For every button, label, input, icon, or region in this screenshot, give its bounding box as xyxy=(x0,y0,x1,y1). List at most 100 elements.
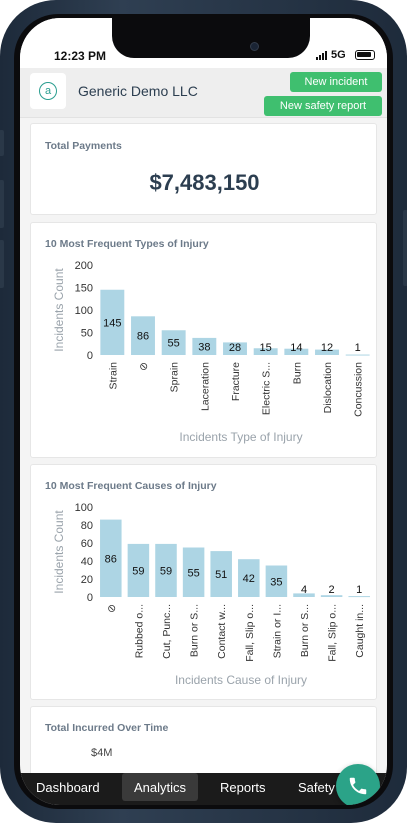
y-tick-label: 100 xyxy=(75,305,93,317)
y-tick-label: 100 xyxy=(75,502,93,514)
x-tick-label: ⊘ xyxy=(138,362,150,371)
bar-value-label: 55 xyxy=(168,338,180,350)
x-tick-label: Fall, Slip o... xyxy=(327,604,339,662)
bar[interactable] xyxy=(192,337,217,355)
bar[interactable] xyxy=(253,348,278,355)
bar[interactable] xyxy=(131,316,155,355)
bar-value-label: 15 xyxy=(260,342,272,354)
bar[interactable] xyxy=(155,543,177,597)
x-tick-label: Strain or I... xyxy=(271,604,283,658)
bar-value-label: 28 xyxy=(229,342,241,354)
notch xyxy=(112,18,310,58)
x-tick-label: Electric S... xyxy=(261,362,273,415)
bar-value-label: 12 xyxy=(321,342,333,354)
injury-causes-chart: 0 20 40 60 80 100 Incidents Count 86 ⊘ 59 Rubbed o… xyxy=(52,502,370,687)
bar-value-label: 59 xyxy=(160,565,172,577)
bar[interactable] xyxy=(238,559,260,597)
bar[interactable] xyxy=(284,348,309,355)
bar-value-label: 145 xyxy=(103,317,121,329)
y-tick-label: 40 xyxy=(81,556,93,568)
bar-value-label: 4 xyxy=(301,584,307,596)
battery-icon xyxy=(355,50,375,60)
bar-value-label: 51 xyxy=(215,569,227,581)
y-tick-label: $4M xyxy=(91,747,113,759)
x-tick-label: Dislocation xyxy=(322,362,334,414)
y-tick-label: 150 xyxy=(75,283,93,295)
y-tick-label: 200 xyxy=(75,260,93,272)
chart-title: 10 Most Frequent Types of Injury xyxy=(45,238,209,250)
x-tick-label: Cut, Punc... xyxy=(161,604,173,659)
y-tick-label: 60 xyxy=(81,538,93,550)
x-axis-title: Incidents Cause of Injury xyxy=(175,673,307,687)
x-tick-label: Concussion xyxy=(353,362,365,417)
bar-value-label: 2 xyxy=(329,584,335,596)
bar[interactable] xyxy=(315,349,339,355)
total-payments-card: Total Payments $7,483,150 xyxy=(30,123,377,215)
injury-types-card: 10 Most Frequent Types of Injury 0 50 100 1… xyxy=(30,222,377,458)
status-time: 12:23 PM xyxy=(54,49,107,63)
bar-value-label: 42 xyxy=(243,573,255,585)
new-incident-button[interactable]: New incident xyxy=(290,72,382,92)
nav-analytics[interactable]: Analytics xyxy=(122,773,199,801)
bar-value-label: 14 xyxy=(290,342,302,354)
y-tick-label: 20 xyxy=(81,574,93,586)
x-tick-label: Fall, Slip o... xyxy=(244,604,256,662)
bar[interactable] xyxy=(223,342,247,355)
company-name: Generic Demo LLC xyxy=(78,83,198,99)
total-incurred-card: Total Incurred Over Time $4M xyxy=(30,706,377,773)
bar[interactable] xyxy=(100,289,125,355)
y-tick-label: 50 xyxy=(81,328,93,340)
network-label: 5G xyxy=(331,49,346,61)
injury-causes-card: 10 Most Frequent Causes of Injury 0 20 40 6… xyxy=(30,464,377,700)
analytics-content[interactable]: Total Payments $7,483,150 10 Most Freque… xyxy=(20,118,387,773)
status-bar: 12:23 PM 5G xyxy=(20,18,387,68)
x-axis-title: Incidents Type of Injury xyxy=(179,430,302,444)
x-tick-label: Rubbed o... xyxy=(133,604,145,658)
side-button xyxy=(403,210,407,286)
bar[interactable] xyxy=(320,595,343,597)
bar-value-label: 86 xyxy=(137,331,149,343)
x-tick-label: Fracture xyxy=(230,362,242,401)
y-axis-title: Incidents Count xyxy=(52,268,66,352)
x-tick-label: ⊘ xyxy=(106,604,118,613)
x-tick-label: Strain xyxy=(107,362,119,390)
x-tick-label: Burn or S... xyxy=(299,604,311,657)
bar[interactable] xyxy=(293,593,315,597)
bar[interactable] xyxy=(182,547,205,598)
bar[interactable] xyxy=(127,543,150,597)
x-tick-label: Sprain xyxy=(169,362,181,393)
injury-types-chart: 0 50 100 150 200 Incidents Count 145 Strain 86 ⊘ 5… xyxy=(52,260,370,444)
phone-icon[interactable] xyxy=(336,764,380,805)
y-tick-label: 0 xyxy=(87,350,93,362)
bar-value-label: 1 xyxy=(356,584,362,596)
bar[interactable] xyxy=(265,565,288,598)
nav-reports[interactable]: Reports xyxy=(220,779,266,795)
side-button xyxy=(0,180,4,228)
signal-icon xyxy=(316,50,327,60)
nav-dashboard[interactable]: Dashboard xyxy=(36,779,100,795)
y-tick-label: 0 xyxy=(87,592,93,604)
bar[interactable] xyxy=(100,519,122,597)
new-safety-report-button[interactable]: New safety report xyxy=(264,96,382,116)
bar[interactable] xyxy=(210,551,232,597)
nav-safety[interactable]: Safety xyxy=(298,779,335,795)
chart-title: 10 Most Frequent Causes of Injury xyxy=(45,480,217,492)
bar[interactable] xyxy=(161,330,186,355)
y-tick-label: 80 xyxy=(81,520,93,532)
bar-value-label: 55 xyxy=(187,567,199,579)
x-tick-label: Laceration xyxy=(199,362,211,411)
bar-value-label: 1 xyxy=(355,342,361,354)
x-tick-label: Burn or S... xyxy=(189,604,201,657)
bar-value-label: 38 xyxy=(198,341,210,353)
app-header: a Generic Demo LLC New incident New safe… xyxy=(20,68,387,118)
at-sign-logo-icon[interactable]: a xyxy=(30,73,66,109)
bar[interactable] xyxy=(348,596,370,598)
camera-icon xyxy=(250,42,259,51)
bar-value-label: 59 xyxy=(132,565,144,577)
side-button xyxy=(0,130,4,156)
status-indicators: 5G xyxy=(316,49,346,61)
bar[interactable] xyxy=(345,354,370,356)
screen: 12:23 PM 5G a Generic Demo LLC New incid… xyxy=(14,14,393,809)
bar-value-label: 86 xyxy=(105,553,117,565)
side-button xyxy=(0,240,4,288)
